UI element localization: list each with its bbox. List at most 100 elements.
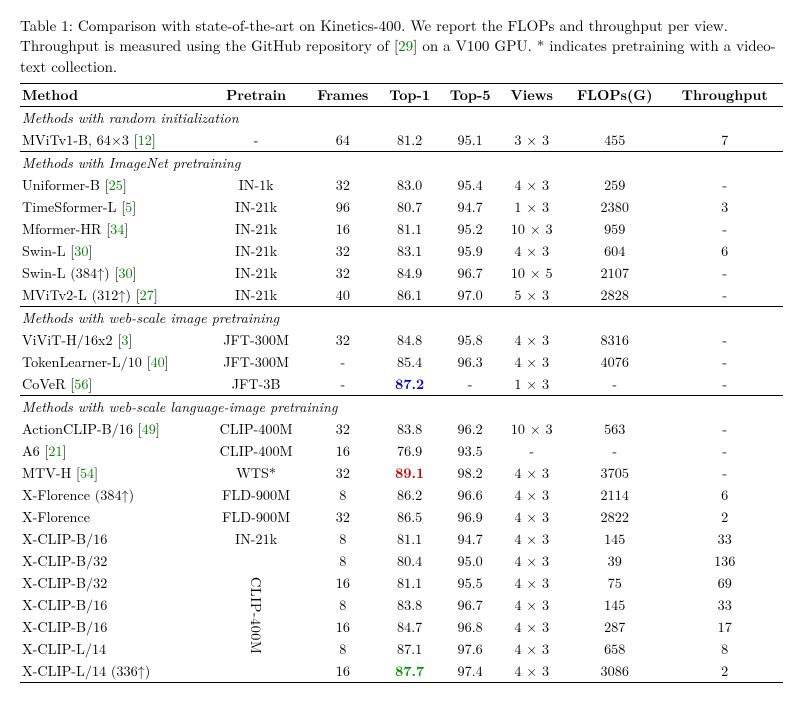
cell-throughput: 69 — [666, 572, 783, 594]
cell-flops: 3705 — [563, 462, 666, 484]
cell-top5: 96.7 — [440, 594, 500, 616]
section-title: Methods with web-scale image pretraining — [20, 306, 783, 329]
cell-pretrain: IN-21k — [206, 218, 306, 240]
cell-views: 1 × 3 — [500, 373, 563, 396]
table-row: X-Florence (384↑)FLD-900M886.296.64 × 32… — [20, 484, 783, 506]
cite-21: 21 — [48, 441, 62, 461]
cell-frames: 96 — [306, 196, 379, 218]
table-row: X-CLIP-B/16IN-21k881.194.74 × 314533 — [20, 528, 783, 550]
method-name: X-CLIP-B/16 — [22, 529, 107, 549]
cell-method: A6 [21] — [20, 440, 206, 462]
method-name: X-CLIP-L/14 — [22, 639, 106, 659]
cell-top5: 96.9 — [440, 506, 500, 528]
col-method: Method — [20, 83, 206, 106]
cell-flops: 959 — [563, 218, 666, 240]
cell-method: X-Florence (384↑) — [20, 484, 206, 506]
cell-flops: - — [563, 373, 666, 396]
cell-pretrain: CLIP-400M — [206, 440, 306, 462]
cell-top1: 84.7 — [379, 616, 439, 638]
cell-top1: 85.4 — [379, 351, 439, 373]
cell-throughput: 33 — [666, 528, 783, 550]
cell-top1: 89.1 — [379, 462, 439, 484]
cell-throughput: - — [666, 329, 783, 351]
cell-top5: 95.9 — [440, 240, 500, 262]
cell-throughput: - — [666, 351, 783, 373]
table-row: TokenLearner-L/10 [40]JFT-300M-85.496.34… — [20, 351, 783, 373]
cell-flops: 658 — [563, 638, 666, 660]
method-name: X-CLIP-L/14 (336↑) — [22, 661, 150, 681]
cell-views: - — [500, 440, 563, 462]
table-row: X-CLIP-B/161684.796.84 × 328717 — [20, 616, 783, 638]
table-row: X-CLIP-B/321681.195.54 × 37569 — [20, 572, 783, 594]
cell-flops: 2822 — [563, 506, 666, 528]
cell-top1: 86.1 — [379, 284, 439, 307]
col-flops: FLOPs(G) — [563, 83, 666, 106]
col-top5: Top-5 — [440, 83, 500, 106]
cell-frames: - — [306, 373, 379, 396]
cell-frames: 32 — [306, 262, 379, 284]
cell-top1: 83.0 — [379, 174, 439, 196]
cite-56: 56 — [74, 374, 88, 394]
cell-top5: - — [440, 373, 500, 396]
cell-top5: 97.6 — [440, 638, 500, 660]
cell-flops: 563 — [563, 418, 666, 440]
method-name: Mformer-HR — [22, 219, 106, 239]
cite-29: 29 — [398, 35, 413, 56]
cell-method: X-CLIP-B/16 — [20, 616, 206, 638]
cell-top1: 80.4 — [379, 550, 439, 572]
table-row: CoVeR [56]JFT-3B-87.2-1 × 3-- — [20, 373, 783, 396]
cite-54: 54 — [80, 463, 94, 483]
cell-top5: 93.5 — [440, 440, 500, 462]
cell-flops: 3086 — [563, 660, 666, 683]
cell-views: 4 × 3 — [500, 572, 563, 594]
cell-top1: 76.9 — [379, 440, 439, 462]
method-name: CoVeR — [22, 374, 70, 394]
cell-top1: 87.7 — [379, 660, 439, 683]
cell-pretrain: - — [206, 129, 306, 152]
cell-pretrain: FLD-900M — [206, 506, 306, 528]
cell-throughput: 6 — [666, 240, 783, 262]
cell-flops: 2107 — [563, 262, 666, 284]
method-name: X-Florence (384↑) — [22, 485, 134, 505]
cell-method: Uniformer-B [25] — [20, 174, 206, 196]
cell-views: 4 × 3 — [500, 484, 563, 506]
cell-frames: 16 — [306, 440, 379, 462]
col-frames: Frames — [306, 83, 379, 106]
cell-throughput: 2 — [666, 660, 783, 683]
cell-frames: 32 — [306, 329, 379, 351]
cell-method: TimeSformer-L [5] — [20, 196, 206, 218]
col-top1: Top-1 — [379, 83, 439, 106]
cell-views: 10 × 5 — [500, 262, 563, 284]
method-name: Uniformer-B — [22, 175, 105, 195]
table-row: Swin-L (384↑) [30]IN-21k3284.996.710 × 5… — [20, 262, 783, 284]
method-name: Swin-L (384↑) — [22, 263, 114, 283]
cell-pretrain: IN-21k — [206, 240, 306, 262]
cell-top1: 84.8 — [379, 329, 439, 351]
cell-top5: 96.2 — [440, 418, 500, 440]
cell-top5: 94.7 — [440, 528, 500, 550]
table-row: Mformer-HR [34]IN-21k1681.195.210 × 3959… — [20, 218, 783, 240]
cell-throughput: 17 — [666, 616, 783, 638]
cell-top1: 81.2 — [379, 129, 439, 152]
cell-throughput: 136 — [666, 550, 783, 572]
cell-method: X-CLIP-B/32 — [20, 550, 206, 572]
section-title: Methods with web-scale language-image pr… — [20, 395, 783, 418]
cell-flops: 259 — [563, 174, 666, 196]
cell-flops: 8316 — [563, 329, 666, 351]
section-header: Methods with ImageNet pretraining — [20, 151, 783, 174]
cell-method: Swin-L [30] — [20, 240, 206, 262]
cell-frames: 16 — [306, 218, 379, 240]
cell-views: 4 × 3 — [500, 240, 563, 262]
cell-top5: 95.4 — [440, 174, 500, 196]
table-row: A6 [21]CLIP-400M1676.993.5--- — [20, 440, 783, 462]
cell-method: X-Florence — [20, 506, 206, 528]
section-title: Methods with ImageNet pretraining — [20, 151, 783, 174]
cell-pretrain: JFT-3B — [206, 373, 306, 396]
caption-label: Table 1: — [20, 15, 73, 36]
header-row: Method Pretrain Frames Top-1 Top-5 Views… — [20, 83, 783, 106]
cell-pretrain: IN-21k — [206, 262, 306, 284]
method-name: MTV-H — [22, 463, 76, 483]
cell-flops: 2380 — [563, 196, 666, 218]
cell-views: 1 × 3 — [500, 196, 563, 218]
method-name: X-CLIP-B/32 — [22, 573, 107, 593]
